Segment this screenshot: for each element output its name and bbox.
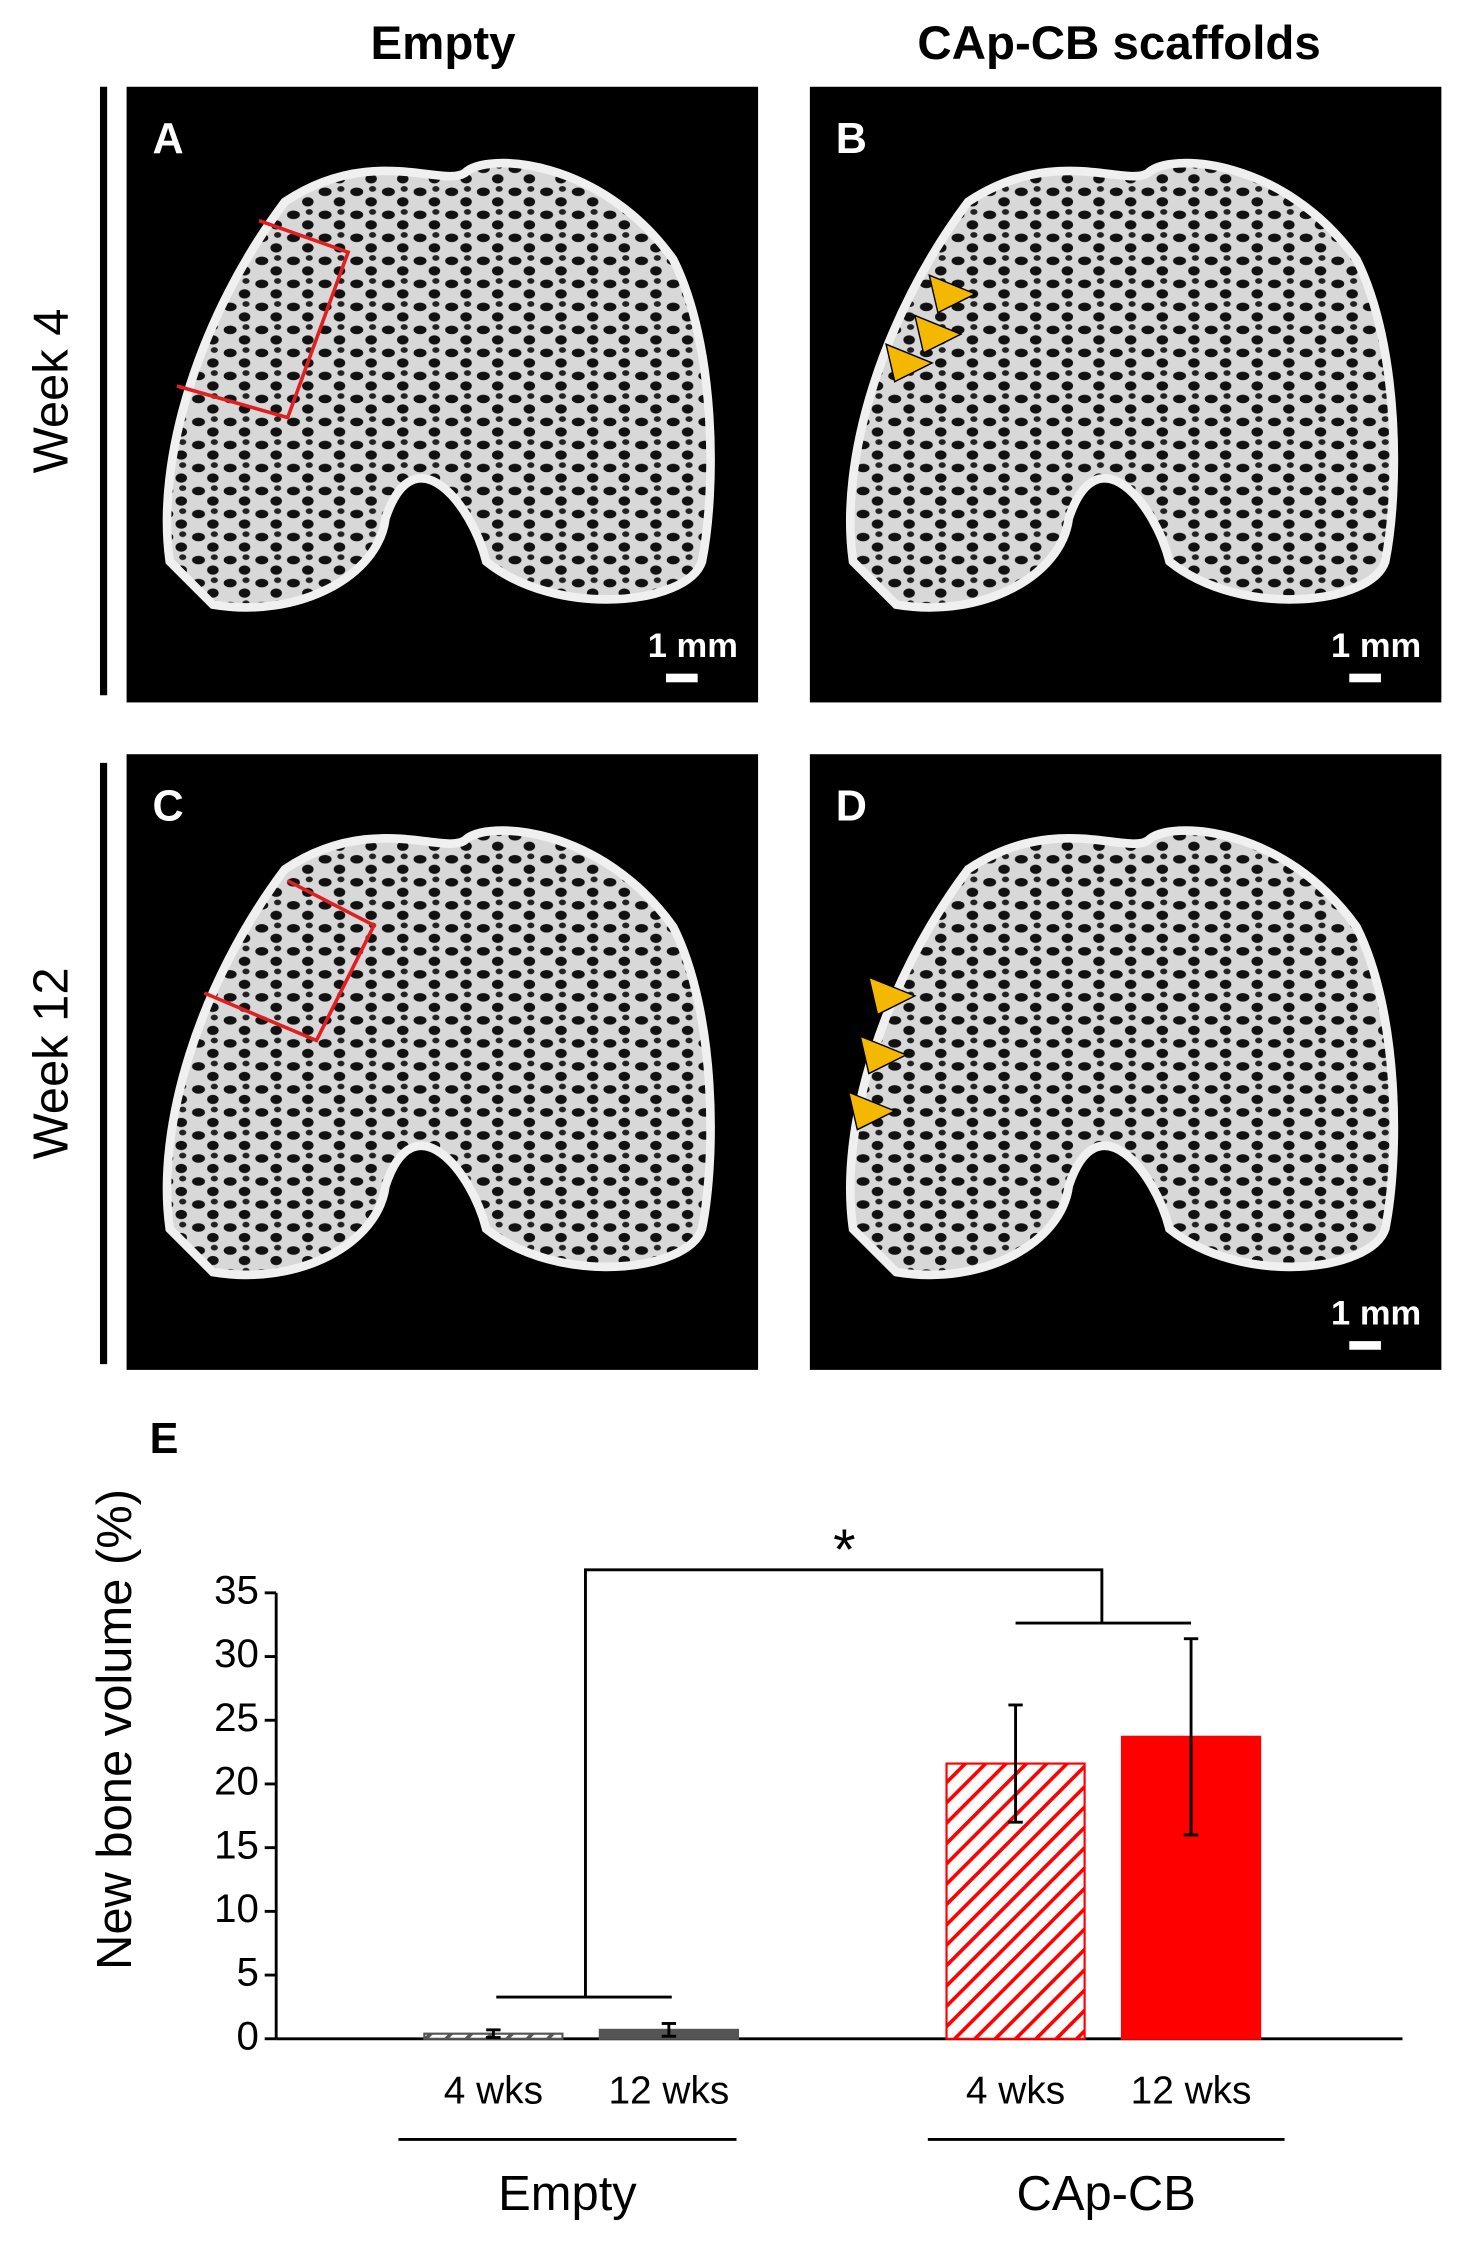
panel-label: E [150, 1415, 179, 1463]
y-axis-label: New bone volume (%) [88, 1489, 142, 1970]
column-title: CAp-CB scaffolds [917, 17, 1320, 70]
defect-outline [176, 218, 351, 420]
defect-outline [203, 879, 377, 1043]
significance-label: * [833, 1518, 855, 1582]
panel-label: C [152, 782, 183, 830]
y-tick-label: 25 [214, 1695, 259, 1740]
significance-bracket [496, 1568, 1192, 1999]
x-tick-label: 4 wks [444, 2070, 543, 2113]
y-tick-label: 35 [214, 1567, 259, 1612]
scale-bar [666, 673, 698, 683]
bone [162, 158, 715, 612]
row-label: Week 4 [25, 309, 79, 474]
y-tick-label: 20 [214, 1759, 259, 1804]
column-title: Empty [371, 17, 517, 70]
arrowhead [867, 975, 917, 1016]
panel-label: B [836, 115, 867, 163]
arrowhead [913, 314, 963, 354]
error-bar [661, 2022, 677, 2038]
scale-label: 1 mm [648, 627, 738, 665]
scale-bar [1349, 673, 1381, 683]
error-bar [1008, 1703, 1023, 1824]
error-bar [486, 2028, 501, 2039]
scale-label: 1 mm [1331, 1294, 1421, 1332]
arrowhead [847, 1091, 897, 1131]
ct-panel: C [126, 754, 759, 1370]
group-label: Empty [498, 2167, 637, 2221]
error-bar [1183, 1637, 1199, 1837]
y-tick-label: 30 [214, 1631, 259, 1676]
y-tick-label: 10 [214, 1886, 259, 1931]
scale-bar [1349, 1341, 1381, 1350]
x-tick-label: 12 wks [608, 2070, 729, 2113]
x-tick-label: 4 wks [966, 2070, 1065, 2113]
bone [846, 826, 1399, 1280]
panel-label: D [836, 782, 867, 830]
group-label: CAp-CB [1017, 2167, 1196, 2221]
ct-panel: A 1 mm [126, 86, 759, 703]
y-tick-label: 5 [237, 1950, 259, 1995]
y-tick-label: 0 [237, 2013, 259, 2058]
x-tick-label: 12 wks [1131, 2070, 1252, 2113]
ct-panel: D 1 mm [809, 754, 1442, 1370]
y-tick-label: 15 [214, 1822, 259, 1867]
row-label: Week 12 [25, 967, 79, 1159]
ct-panel: B 1 mm [809, 86, 1442, 703]
bone [162, 826, 715, 1280]
panel-label: A [152, 115, 183, 163]
arrowhead [859, 1034, 908, 1075]
arrowhead [885, 343, 934, 383]
bone [846, 158, 1399, 612]
arrowhead [928, 274, 978, 314]
scale-label: 1 mm [1331, 627, 1421, 665]
